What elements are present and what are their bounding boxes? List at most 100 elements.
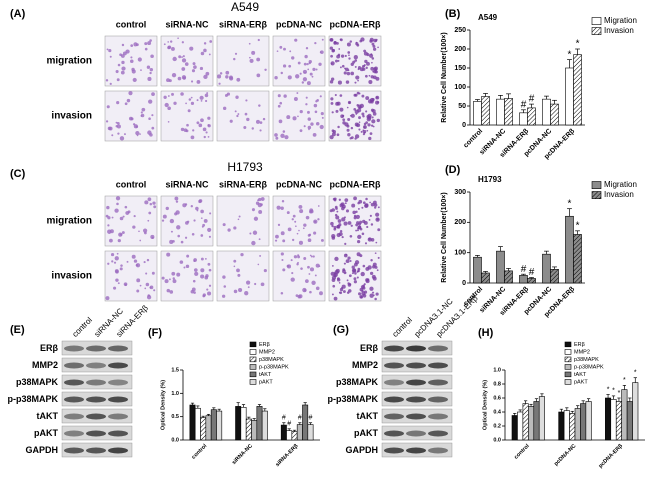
legend-label: MMP2 bbox=[574, 349, 590, 355]
cell-stain bbox=[366, 117, 371, 122]
cell-stain bbox=[309, 72, 313, 76]
cell-stain bbox=[356, 252, 361, 257]
cell-stain bbox=[346, 42, 351, 47]
cell-stain bbox=[369, 286, 374, 291]
cell-stain bbox=[149, 286, 152, 289]
cell-stain bbox=[345, 80, 350, 84]
cell-stain bbox=[307, 265, 310, 269]
cell-stain bbox=[116, 78, 120, 82]
cell-stain bbox=[163, 43, 166, 46]
cell-stain bbox=[121, 231, 125, 235]
cell-stain bbox=[376, 118, 380, 123]
cell-stain bbox=[139, 133, 141, 135]
cell-stain bbox=[319, 291, 323, 296]
cell-stain bbox=[253, 216, 259, 221]
cell-stain bbox=[305, 215, 310, 220]
cell-stain bbox=[305, 47, 309, 50]
legend-swatch bbox=[564, 341, 572, 348]
cell-stain bbox=[204, 275, 209, 280]
row-label: pAKT bbox=[354, 428, 378, 438]
cell-stain bbox=[352, 210, 356, 215]
cell-stain bbox=[315, 122, 320, 126]
cell-stain bbox=[376, 218, 379, 221]
cell-stain bbox=[296, 263, 299, 266]
cell-stain bbox=[307, 110, 310, 114]
cell-stain bbox=[172, 279, 177, 284]
cell-stain bbox=[199, 95, 204, 100]
cell-stain bbox=[204, 99, 208, 103]
cell-stain bbox=[365, 266, 370, 271]
significance-marker: * bbox=[623, 377, 626, 384]
cell-stain bbox=[362, 201, 366, 205]
cell-stain bbox=[317, 205, 320, 207]
blot-band bbox=[86, 345, 106, 352]
y-axis-label: Relative Cell Number(100×) bbox=[441, 32, 448, 122]
cell-stain bbox=[369, 132, 373, 135]
cell-stain bbox=[177, 76, 182, 81]
cell-stain bbox=[342, 114, 345, 117]
cell-stain bbox=[183, 128, 188, 132]
cell-stain bbox=[375, 212, 380, 217]
blot-band bbox=[384, 396, 404, 403]
legend-swatch bbox=[249, 349, 257, 355]
cell-stain bbox=[119, 267, 123, 271]
bar bbox=[216, 410, 223, 441]
cell-stain bbox=[176, 225, 181, 230]
cell-stain bbox=[144, 231, 147, 235]
cell-stain bbox=[209, 212, 212, 215]
cell-stain bbox=[289, 50, 292, 53]
cell-stain bbox=[146, 65, 151, 69]
cell-stain bbox=[358, 199, 363, 204]
cell-stain bbox=[370, 223, 374, 226]
cell-stain bbox=[373, 294, 375, 297]
cell-stain bbox=[347, 100, 352, 105]
cell-stain bbox=[369, 214, 372, 217]
cell-stain bbox=[344, 242, 347, 245]
cell-stain bbox=[130, 56, 133, 59]
cell-stain bbox=[302, 77, 308, 82]
legend-label: tAKT bbox=[259, 372, 272, 378]
blot-band bbox=[108, 345, 128, 352]
bar bbox=[585, 401, 592, 441]
cell-stain bbox=[281, 258, 284, 262]
cell-stain bbox=[206, 288, 209, 291]
cell-stain bbox=[167, 106, 171, 111]
legend-swatch bbox=[564, 356, 572, 363]
cell-stain bbox=[372, 44, 376, 48]
cell-stain bbox=[347, 282, 350, 285]
cell-stain bbox=[332, 284, 336, 288]
cell-stain bbox=[206, 92, 209, 95]
cell-stain bbox=[144, 287, 147, 290]
cell-stain bbox=[340, 54, 345, 58]
cell-stain bbox=[338, 282, 341, 284]
legend-label: ERβ bbox=[574, 342, 585, 348]
cell-stain bbox=[176, 272, 181, 277]
cell-stain bbox=[352, 60, 356, 64]
blot-band bbox=[108, 447, 128, 454]
cell-stain bbox=[257, 263, 260, 266]
cell-stain bbox=[295, 225, 297, 228]
cell-stain bbox=[234, 110, 237, 113]
row-label: invasion bbox=[51, 111, 92, 122]
cell-stain bbox=[120, 70, 125, 75]
bar bbox=[517, 411, 524, 441]
cell-stain bbox=[338, 48, 341, 50]
y-tick-label: 150 bbox=[454, 65, 466, 72]
cell-stain bbox=[191, 69, 196, 73]
cell-stain bbox=[333, 296, 338, 301]
cell-stain bbox=[341, 217, 346, 222]
cell-stain bbox=[351, 265, 355, 269]
cell-stain bbox=[370, 202, 375, 207]
cell-stain bbox=[335, 215, 340, 220]
cell-stain bbox=[350, 113, 355, 118]
blot-band bbox=[406, 447, 426, 454]
legend-label: Migration bbox=[604, 16, 637, 25]
row-label: tAKT bbox=[357, 411, 379, 421]
cell-stain bbox=[286, 264, 290, 268]
cell-stain bbox=[121, 43, 125, 47]
significance-marker: * bbox=[576, 220, 580, 231]
cell-stain bbox=[120, 54, 125, 58]
legend-swatch bbox=[249, 379, 257, 385]
cell-stain bbox=[321, 116, 324, 119]
